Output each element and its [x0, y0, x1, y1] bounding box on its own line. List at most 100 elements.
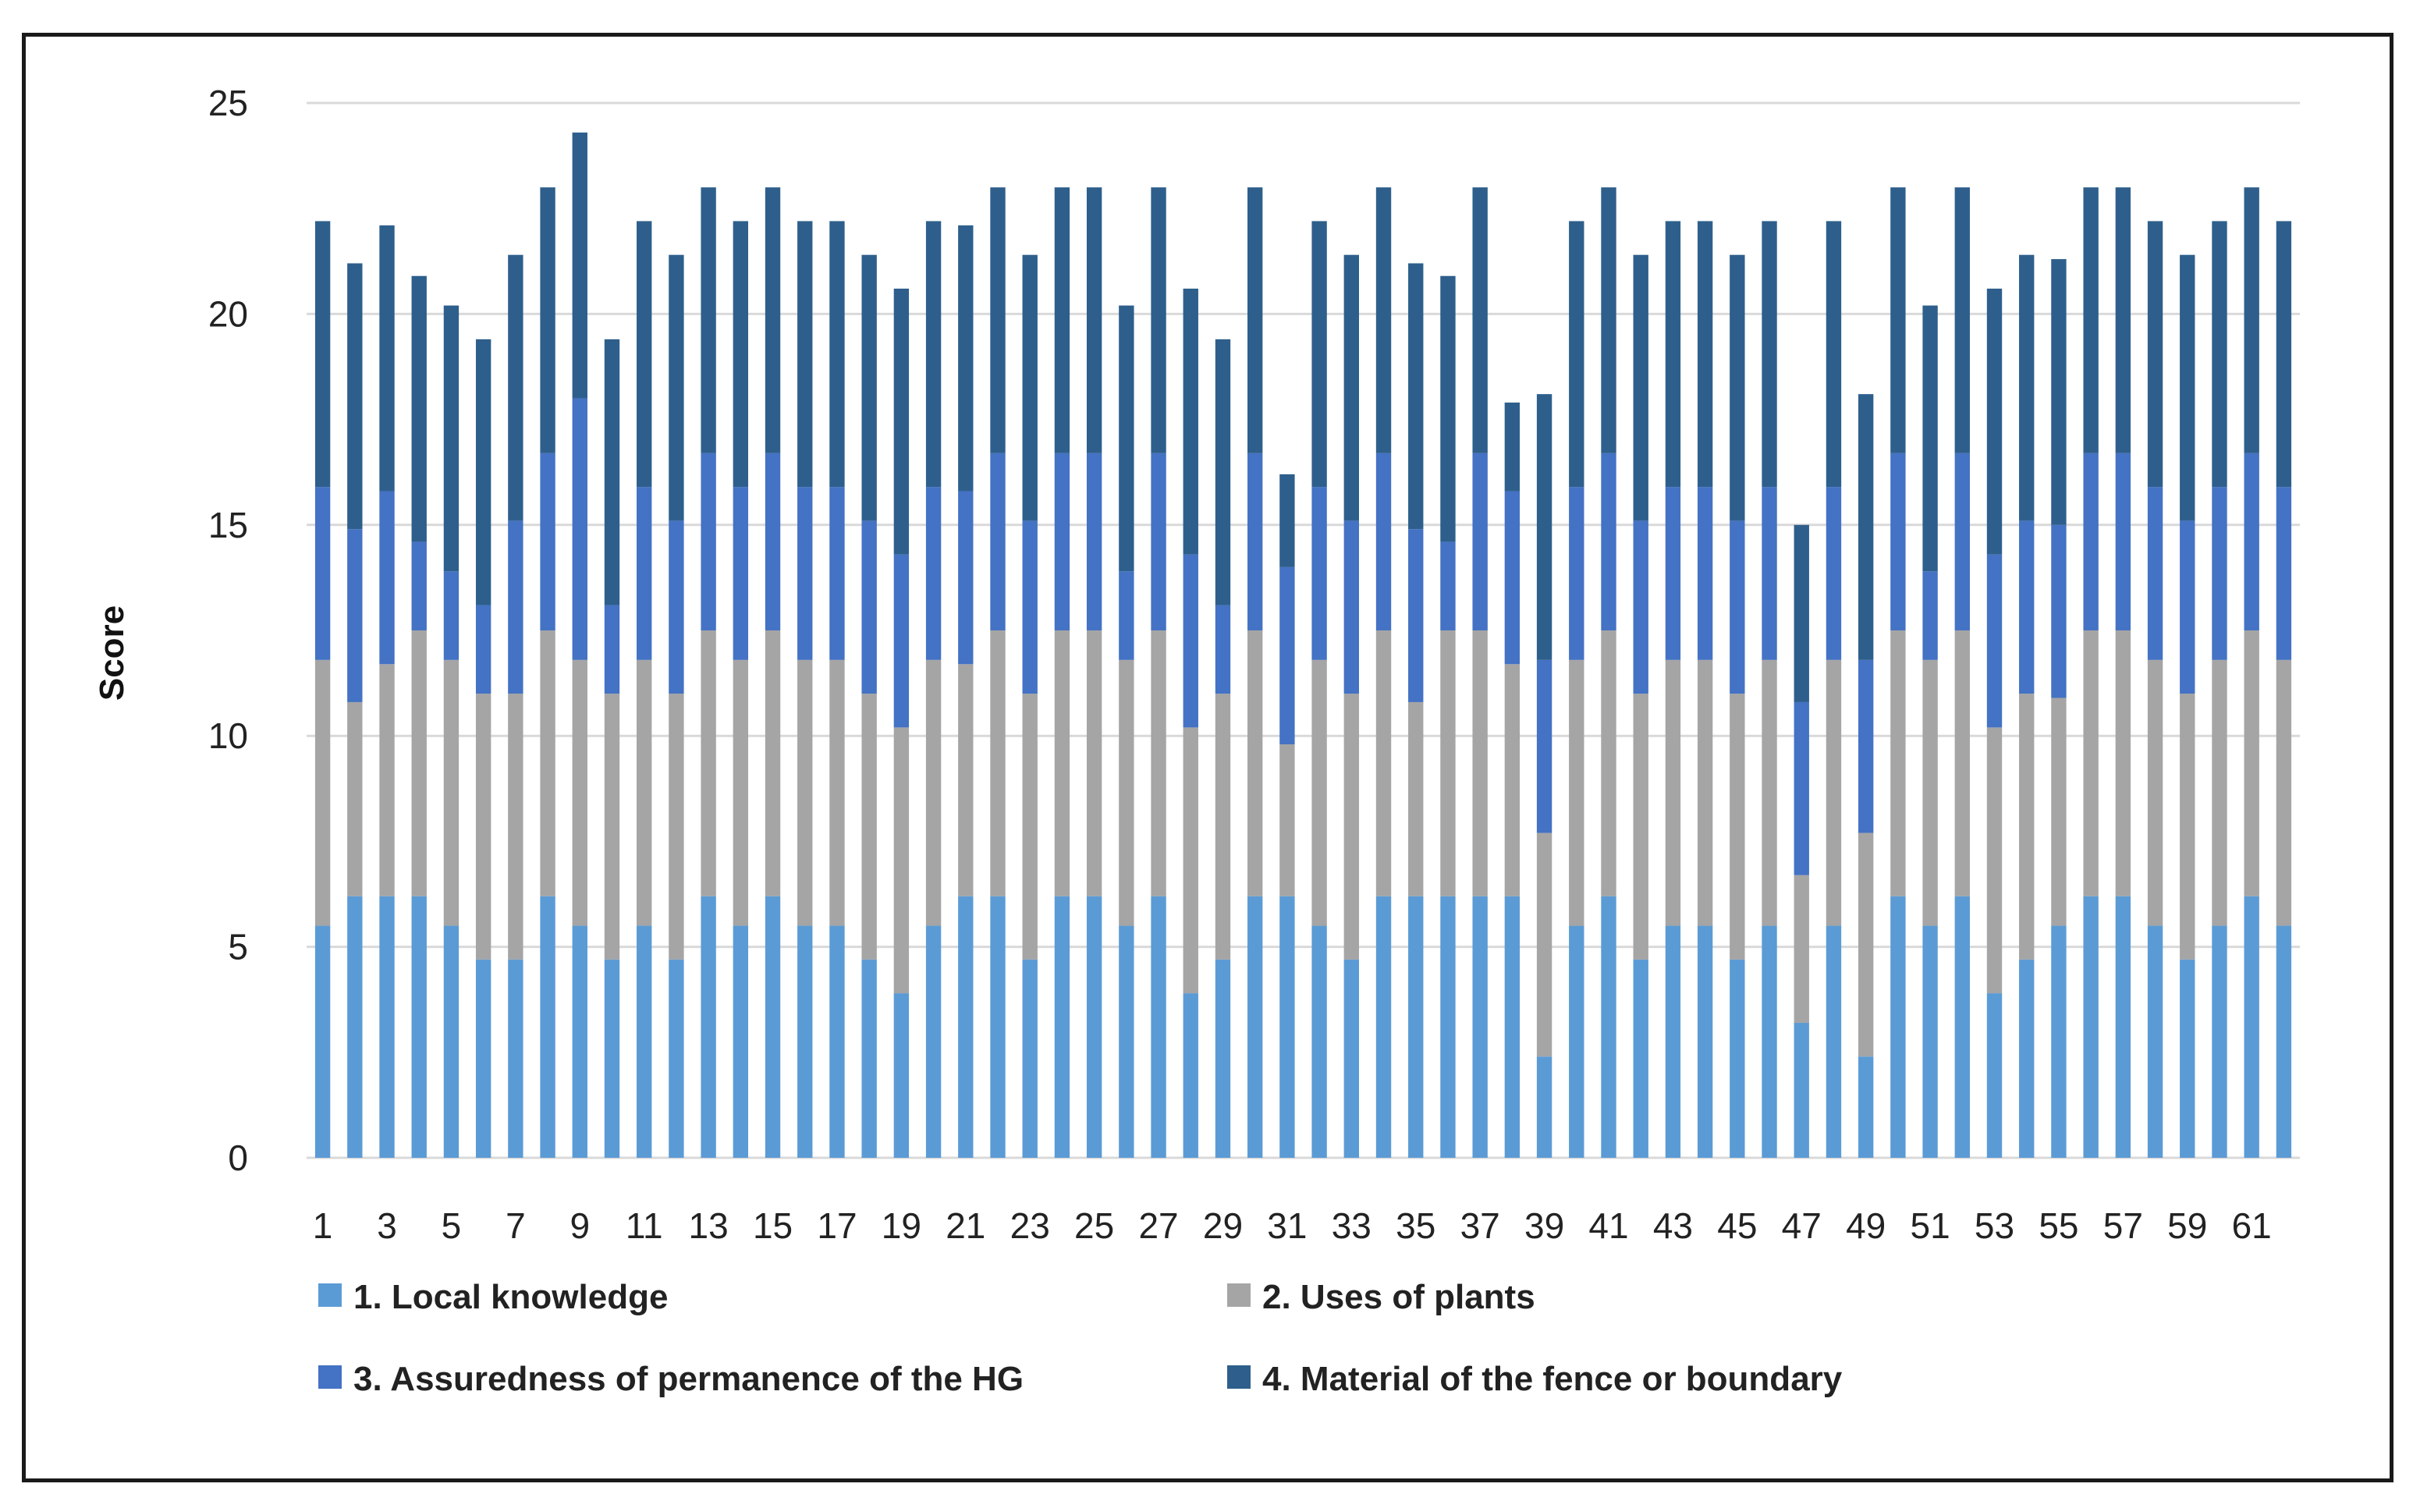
bar-segment-series-1	[411, 896, 427, 1158]
bar-segment-series-1	[2115, 896, 2131, 1158]
bar-segment-series-3	[1536, 659, 1552, 833]
bar-segment-series-4	[1601, 187, 1616, 453]
y-tick-label: 25	[208, 83, 248, 123]
bar-segment-series-3	[1408, 529, 1424, 702]
bar-segment-series-1	[1794, 1022, 1809, 1158]
bar-segment-series-4	[1119, 305, 1134, 572]
bar-segment-series-2	[1697, 659, 1713, 926]
bar-segment-series-1	[572, 925, 587, 1158]
bar-segment-series-4	[2083, 187, 2099, 453]
bar-segment-series-1	[1054, 896, 1070, 1158]
bar-segment-series-2	[508, 694, 523, 960]
bar-segment-series-1	[1922, 925, 1938, 1158]
x-tick-label: 17	[817, 1205, 857, 1246]
bar-segment-series-3	[2212, 487, 2227, 660]
x-tick-label: 11	[626, 1205, 663, 1246]
bar-segment-series-2	[379, 664, 395, 896]
bar-segment-series-4	[1762, 221, 1777, 488]
bar-segment-series-4	[701, 187, 716, 453]
x-tick-label: 59	[2167, 1205, 2207, 1246]
bar-segment-series-2	[1215, 694, 1231, 960]
bar-segment-series-1	[314, 925, 331, 1158]
bar-segment-series-2	[540, 630, 555, 896]
bar-segment-series-1	[797, 925, 813, 1158]
bar-segment-series-4	[604, 339, 620, 605]
bar-segment-series-4	[508, 254, 523, 521]
bar-segment-series-3	[958, 491, 974, 665]
bar-segment-series-3	[540, 453, 555, 630]
bar-segment-series-2	[1954, 630, 1970, 896]
y-tick-label: 15	[208, 505, 248, 545]
bar-segment-series-4	[379, 225, 395, 492]
y-tick-label: 10	[208, 715, 248, 756]
x-tick-label: 29	[1203, 1205, 1243, 1246]
bar-segment-series-2	[1858, 832, 1874, 1057]
bar-segment-series-3	[1665, 487, 1681, 660]
bar-segment-series-2	[1633, 694, 1648, 960]
bar-segment-series-2	[1826, 659, 1842, 926]
bar-segment-series-1	[2212, 925, 2227, 1158]
x-tick-label: 57	[2103, 1205, 2143, 1246]
bar-segment-series-3	[1022, 520, 1038, 694]
bar-segment-series-3	[1794, 701, 1809, 875]
bar-segment-series-2	[2180, 694, 2195, 960]
bar-segment-series-4	[1311, 221, 1327, 488]
bar-segment-series-2	[2212, 659, 2227, 926]
x-tick-label: 61	[2232, 1205, 2272, 1246]
bar-segment-series-2	[637, 659, 652, 926]
bar-segment-series-3	[443, 571, 460, 660]
x-tick-label: 13	[689, 1205, 729, 1246]
bar-segment-series-1	[1086, 896, 1102, 1158]
bar-segment-series-3	[1247, 453, 1263, 630]
bar-segment-series-3	[861, 520, 877, 694]
bar-segment-series-3	[1343, 520, 1359, 694]
legend-label: 4. Material of the fence or boundary	[1262, 1360, 1843, 1398]
x-tick-label: 7	[506, 1205, 526, 1246]
bar-segment-series-1	[1601, 896, 1616, 1158]
bar-segment-series-3	[1215, 605, 1231, 694]
bar-segment-series-1	[508, 959, 523, 1158]
bar-segment-series-3	[572, 398, 587, 660]
bar-segment-series-2	[1119, 659, 1134, 926]
x-tick-label: 45	[1717, 1205, 1757, 1246]
x-tick-label: 55	[2039, 1205, 2078, 1246]
bar-segment-series-2	[475, 694, 491, 960]
bar-segment-series-3	[1633, 520, 1648, 694]
bar-segment-series-2	[925, 659, 942, 926]
bar-segment-series-1	[1697, 925, 1713, 1158]
bar-segment-series-1	[1343, 959, 1359, 1158]
bar-segment-series-1	[958, 896, 974, 1158]
bar-segment-series-1	[829, 925, 845, 1158]
bar-segment-series-1	[1954, 896, 1970, 1158]
bar-segment-series-2	[1986, 727, 2003, 994]
y-tick-label: 20	[208, 293, 248, 334]
bar-segment-series-3	[1922, 571, 1938, 660]
bar-segment-series-2	[893, 727, 910, 994]
bar-segment-series-1	[1858, 1056, 1874, 1158]
bar-segment-series-3	[1054, 453, 1070, 630]
bar-segment-series-3	[1504, 491, 1521, 665]
bar-segment-series-1	[1119, 925, 1134, 1158]
x-tick-label: 43	[1653, 1205, 1693, 1246]
bar-segment-series-2	[1343, 694, 1359, 960]
bar-segment-series-2	[1151, 630, 1166, 896]
bar-segment-series-4	[1633, 254, 1648, 521]
bar-segment-series-2	[1086, 630, 1102, 896]
bar-segment-series-1	[1504, 896, 1521, 1158]
bar-segment-series-4	[797, 221, 813, 488]
bar-segment-series-1	[2147, 925, 2163, 1158]
bar-segment-series-3	[1730, 520, 1745, 694]
bar-segment-series-4	[443, 305, 460, 572]
x-tick-label: 47	[1782, 1205, 1822, 1246]
bar-segment-series-3	[1954, 453, 1970, 630]
bar-segment-series-4	[1343, 254, 1359, 521]
bar-segment-series-4	[669, 254, 684, 521]
bar-segment-series-2	[990, 630, 1006, 896]
bar-segment-series-1	[2019, 959, 2035, 1158]
bar-segment-series-4	[925, 221, 942, 488]
bar-segment-series-3	[1890, 453, 1906, 630]
bar-segment-series-2	[1536, 832, 1552, 1057]
bar-segment-series-3	[2051, 524, 2067, 698]
bar-segment-series-3	[1472, 453, 1488, 630]
bar-segment-series-4	[1569, 221, 1584, 488]
